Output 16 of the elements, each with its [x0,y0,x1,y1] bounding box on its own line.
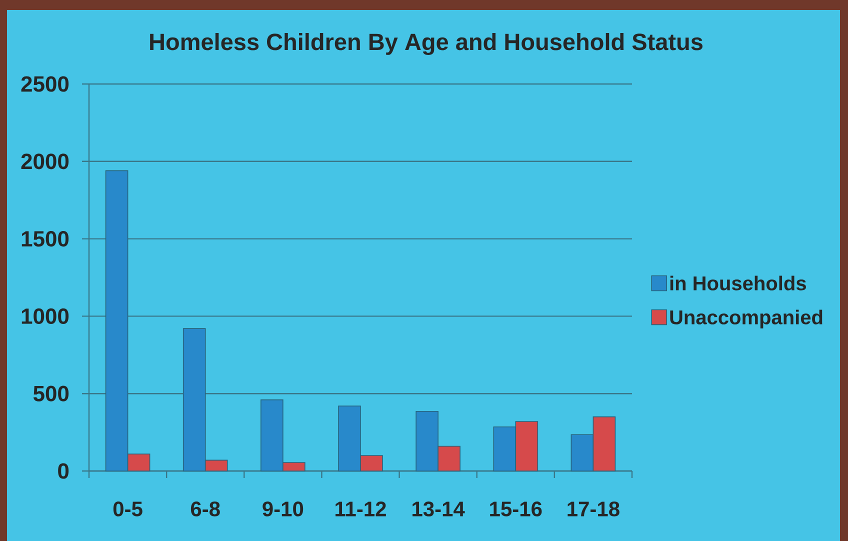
y-tick-label: 1500 [22,231,69,247]
y-tick-label: 0 [58,463,69,479]
y-tick-label: 2000 [21,154,69,170]
x-tick-label: 13-14 [412,502,465,516]
x-tick-label: 15-16 [490,502,542,516]
x-tick-label: 0-5 [113,502,142,516]
x-tick-label: 11-12 [336,502,386,516]
x-tick-label: 9-10 [262,502,304,516]
chart-title: Homeless Children By Age and Household Status [150,33,702,55]
y-tick-label: 1000 [22,308,69,324]
y-tick-label: 500 [33,386,69,402]
y-tick-label: 2500 [21,76,69,92]
x-tick-label: 6-8 [190,502,220,516]
legend-label: Unaccompanied [670,310,822,328]
legend-label: in Households [670,276,806,290]
x-tick-label: 17-18 [568,502,620,516]
